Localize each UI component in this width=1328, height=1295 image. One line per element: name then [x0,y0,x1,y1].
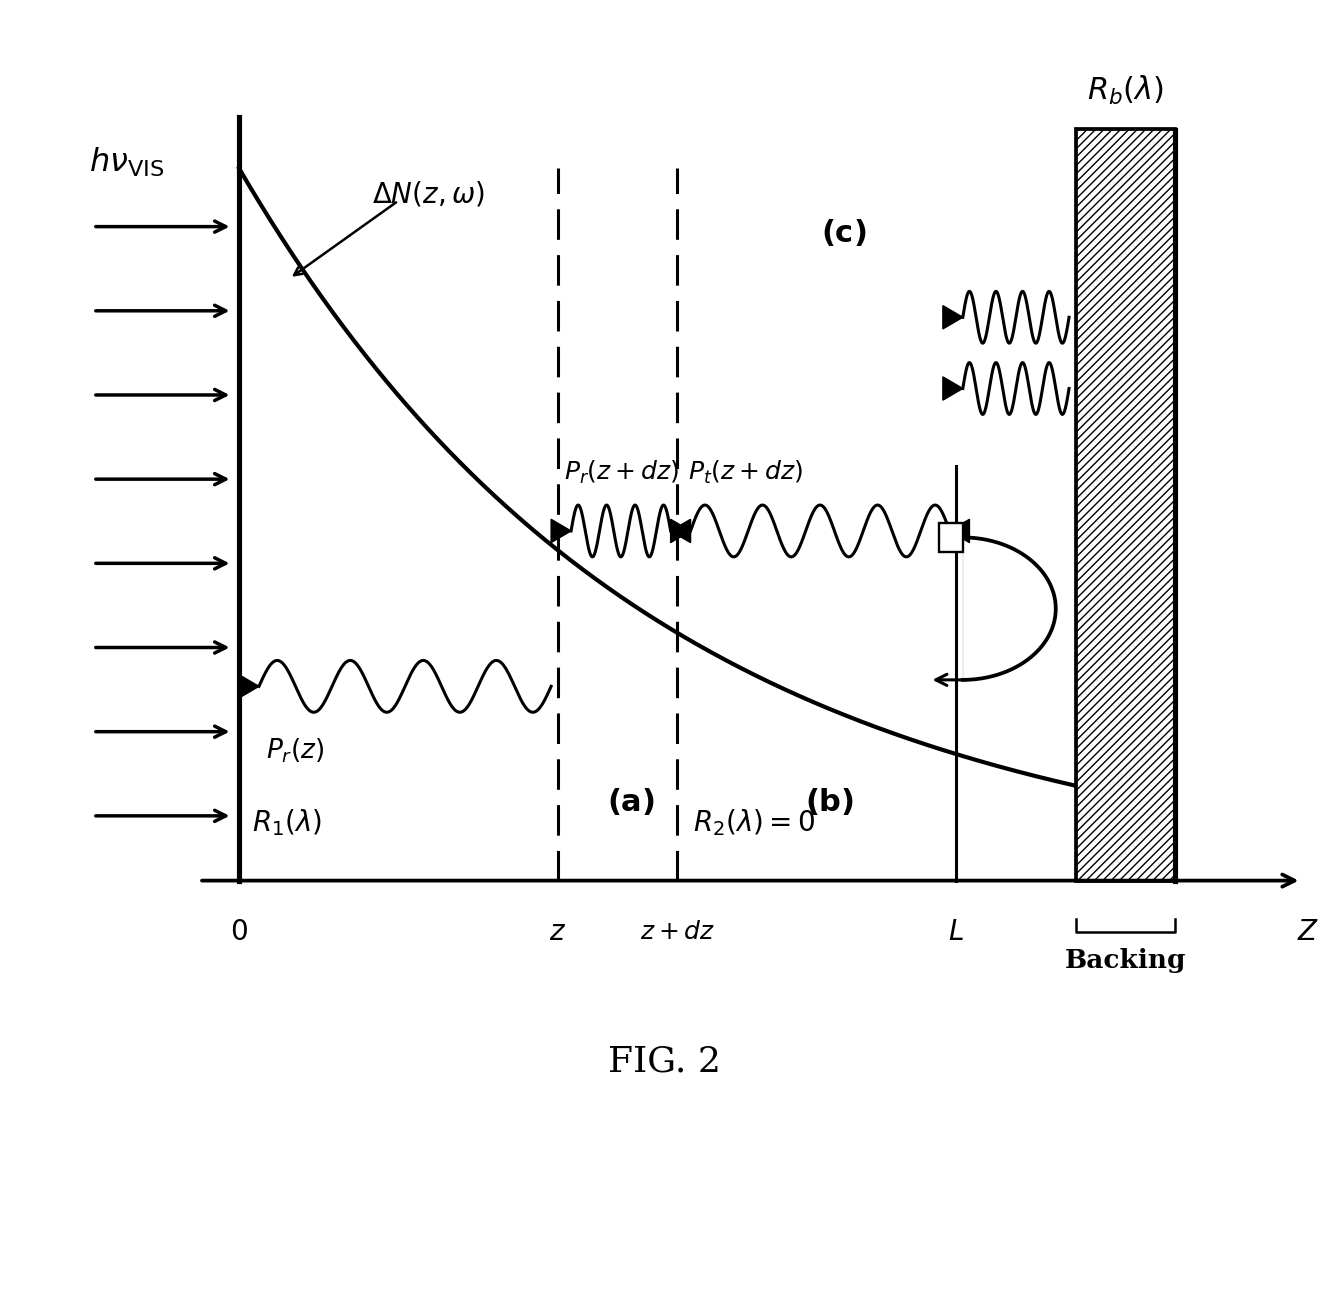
Polygon shape [551,519,571,543]
Text: $P_r(z)$: $P_r(z)$ [266,737,324,765]
Text: $z$: $z$ [550,919,566,945]
Text: $\mathbf{(c)}$: $\mathbf{(c)}$ [821,218,866,249]
Polygon shape [671,519,691,543]
Text: $P_t(z+dz)$: $P_t(z+dz)$ [688,458,802,487]
Text: $\mathbf{(a)}$: $\mathbf{(a)}$ [607,787,655,818]
Bar [1076,130,1175,881]
Text: $0$: $0$ [230,919,248,945]
Polygon shape [950,519,969,543]
Text: $P_r(z+dz)$: $P_r(z+dz)$ [564,458,680,487]
Text: $Z$: $Z$ [1297,919,1319,945]
Text: $\mathbf{(b)}$: $\mathbf{(b)}$ [805,787,855,818]
Polygon shape [943,377,963,400]
Polygon shape [943,306,963,329]
Text: $R_b(\lambda)$: $R_b(\lambda)$ [1088,74,1163,107]
Polygon shape [671,519,691,543]
Text: $\Delta N(z,\omega)$: $\Delta N(z,\omega)$ [372,180,485,208]
Bar [939,523,963,552]
Text: $R_1(\lambda)$: $R_1(\lambda)$ [252,807,323,838]
Text: $h\nu_{\rm VIS}$: $h\nu_{\rm VIS}$ [89,145,163,179]
Text: $R_2(\lambda) = 0$: $R_2(\lambda) = 0$ [693,807,815,838]
Text: $z+dz$: $z+dz$ [640,921,714,944]
Bar [1076,130,1175,881]
Text: $L$: $L$ [948,919,964,945]
Polygon shape [239,675,259,698]
Text: FIG. 2: FIG. 2 [608,1045,720,1079]
Text: Backing: Backing [1065,948,1186,974]
